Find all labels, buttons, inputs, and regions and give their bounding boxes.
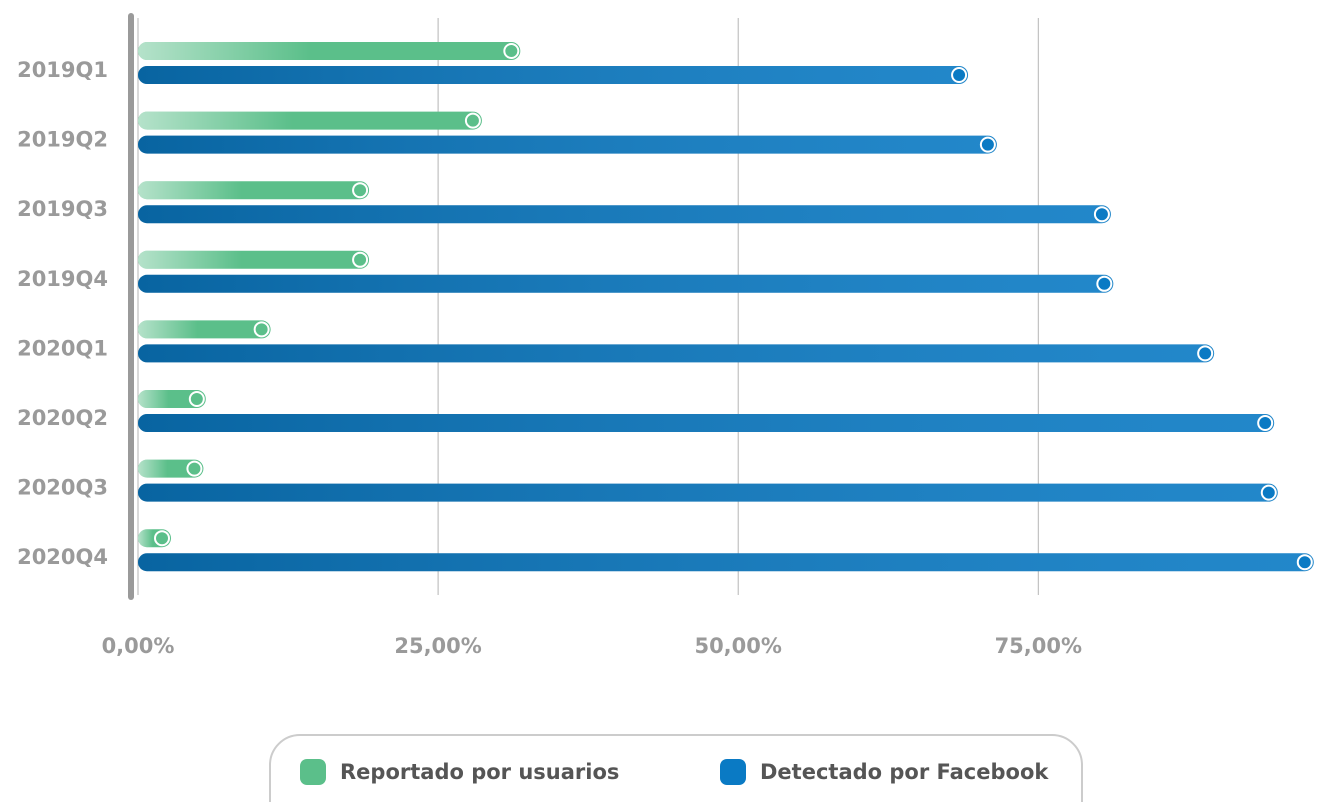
bar-end — [503, 43, 520, 59]
bar-end — [352, 182, 369, 199]
y-tick-label: 2020Q3 — [17, 476, 108, 500]
bar-shade — [138, 483, 1278, 502]
bar-shade — [138, 390, 206, 408]
legend-swatch — [300, 759, 326, 785]
y-tick-label: 2019Q2 — [17, 128, 108, 152]
x-tick-label: 75,00% — [995, 634, 1082, 658]
legend-swatch — [720, 759, 746, 785]
legend-box — [269, 734, 1083, 802]
bar-end — [1296, 554, 1313, 571]
bar-shade — [138, 414, 1275, 432]
bar-end — [951, 67, 968, 83]
bar-end — [154, 530, 171, 547]
bar-shade — [138, 459, 204, 478]
bar-shade — [138, 344, 1215, 363]
legend-label: Reportado por usuarios — [340, 760, 619, 784]
bar-end — [352, 251, 369, 268]
y-tick-label: 2019Q1 — [17, 58, 108, 82]
bar-shade — [138, 320, 271, 339]
y-tick-label: 2019Q3 — [17, 197, 108, 221]
bar-shade — [138, 66, 969, 84]
y-tick-label: 2019Q4 — [17, 267, 108, 291]
bar-end — [186, 460, 203, 477]
x-tick-label: 0,00% — [102, 634, 175, 658]
bar-shade — [138, 274, 1114, 293]
x-tick-label: 25,00% — [394, 634, 481, 658]
bar-shade — [138, 553, 1314, 572]
bar-shade — [138, 135, 997, 154]
bar-end — [1257, 415, 1274, 431]
bar-shade — [138, 205, 1111, 224]
bar-shade — [138, 250, 370, 269]
x-tick-label: 50,00% — [694, 634, 781, 658]
bar-end — [188, 391, 205, 407]
bar-shade — [138, 111, 482, 130]
y-tick-label: 2020Q2 — [17, 406, 108, 430]
legend-label: Detectado por Facebook — [760, 760, 1049, 784]
bar-end — [1197, 345, 1214, 362]
bar-end — [1093, 206, 1110, 223]
y-tick-label: 2020Q4 — [17, 545, 108, 569]
bar-end — [464, 112, 481, 129]
bar-end — [253, 321, 270, 338]
bar-end — [979, 136, 996, 153]
bar-shade — [138, 181, 370, 200]
y-tick-label: 2020Q1 — [17, 336, 108, 360]
bar-end — [1260, 484, 1277, 501]
bar-end — [1096, 275, 1113, 292]
bar-shade — [138, 42, 521, 60]
